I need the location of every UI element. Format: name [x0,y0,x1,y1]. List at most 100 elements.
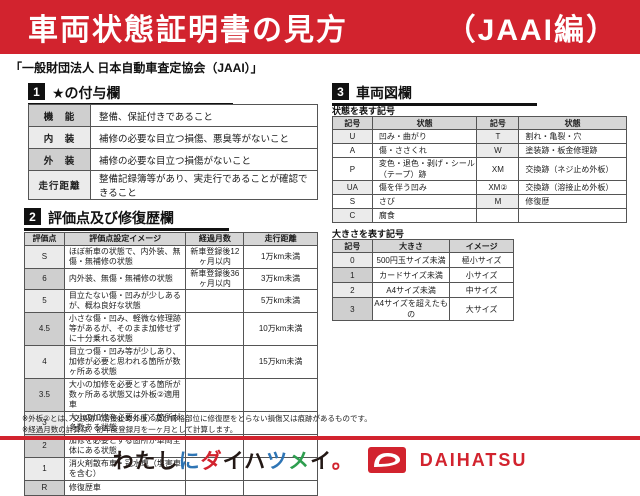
col-header: イメージ [449,239,514,253]
col-header: 大きさ [371,239,451,253]
criteria-label: 走行距離 [28,170,91,200]
size-cell: 500円玉サイズ未満 [371,252,451,268]
table-row: 4.5 小さな傷・凹み、軽微な修理跡等があるが、そのまま加修せずに十分乗れる状態… [24,312,318,346]
red-divider [0,436,640,440]
image-cell: 大サイズ [449,297,514,321]
symbol-cell: 1 [332,267,373,283]
state-symbols-label: 状態を表す記号 [332,106,396,116]
distance-cell [243,378,318,412]
symbol-cell: W [476,143,520,158]
score-cell: 4.5 [24,312,65,346]
table-row: 6 内外装、無傷・無補修の状態 新車登録後36ヶ月以内 3万km未満 [24,268,318,290]
state-cell: 傷・ささくれ [371,143,478,158]
criteria-desc: 補修の必要な目立つ損傷、悪臭等がないこと [90,126,318,149]
star-criteria-table: 機 能 整備、保証付きであること 内 装 補修の必要な目立つ損傷、悪臭等がないこ… [28,104,318,200]
symbol-cell: M [476,194,520,209]
section3-header: 3 車両図欄 [332,83,537,106]
section1-number-badge: 1 [28,83,45,100]
state-cell: 傷を伴う凹み [371,180,478,195]
symbol-cell: 2 [332,282,373,298]
section2-title: 評価点及び修復歴欄 [48,210,174,226]
size-cell: A4サイズを超えたもの [371,297,451,321]
symbol-cell: 3 [332,297,373,321]
score-cell: R [24,480,65,496]
section2-header: 2 評価点及び修復歴欄 [24,208,229,231]
table-row: UA 傷を伴う凹み XM② 交換跡（溶接止め外板） [332,180,627,195]
score-cell: 3.5 [24,378,65,412]
score-cell: S [24,245,65,269]
symbol-cell: P [332,157,373,181]
state-cell [518,208,627,223]
table-row: 4 目立つ傷・凹み等が少しあり、加修が必要と思われる箇所が数ヶ所ある状態 15万… [24,345,318,379]
desc-cell: 大小の加修を必要とする箇所が数ヶ所ある状態又は外板②適用車 [63,378,187,412]
criteria-desc: 補修の必要な目立つ損傷がないこと [90,148,318,171]
symbol-cell: A [332,143,373,158]
col-header: 状態 [371,116,478,130]
section1-title: ★の付与欄 [52,85,121,101]
table-row: C 腐食 [332,208,627,223]
state-cell: 交換跡（ネジ止め外板） [518,157,627,181]
col-header: 記号 [476,116,520,130]
footnote-line: ※外板②とは、交換跡（溶接止め外板）及び骨格部位に修復歴をとらない損傷又は痕跡が… [22,414,372,423]
table-row: 内 装 補修の必要な目立つ損傷、悪臭等がないこと [28,126,318,149]
symbol-cell [476,208,520,223]
table-row: 0 500円玉サイズ未満 極小サイズ [332,252,514,268]
state-cell: 凹み・曲がり [371,129,478,144]
table-row: 1 カードサイズ未満 小サイズ [332,267,514,283]
col-header: 走行距離 [243,232,318,246]
col-header: 状態 [518,116,627,130]
desc-cell: 内外装、無傷・無補修の状態 [63,268,187,290]
table-row: R 修復歴車 [24,480,318,496]
image-cell: 中サイズ [449,282,514,298]
size-symbols-label: 大きさを表す記号 [332,229,405,239]
desc-cell: ほぼ新車の状態で、内外装、無傷・無補修の状態 [63,245,187,269]
footnote-line: ※経過月数の計算は、初年度登録月を一ヶ月として計算します。 [22,424,238,434]
distance-cell: 3万km未満 [243,268,318,290]
col-header: 評価点設定イメージ [63,232,187,246]
table-row: P 変色・退色・剥げ・シール（テープ）跡 XM 交換跡（ネジ止め外板） [332,157,627,181]
months-cell: 新車登録後12ヶ月以内 [185,245,245,269]
table-row: 走行距離 整備記録簿等があり、実走行であることが確認できること [28,170,318,200]
symbol-cell: 0 [332,252,373,268]
score-cell: 6 [24,268,65,290]
symbol-cell: UA [332,180,373,195]
section2-number-badge: 2 [24,208,41,225]
criteria-label: 外 装 [28,148,91,171]
months-cell [185,480,245,496]
symbol-cell: U [332,129,373,144]
col-header: 経過月数 [185,232,245,246]
state-symbols-table: 記号 状態 記号 状態 U 凹み・曲がり T 割れ・亀裂・穴 A 傷・ささくれ … [332,116,627,223]
distance-cell: 5万km未満 [243,289,318,313]
credit-line: 「一般財団法人 日本自動車査定協会（JAAI）」 [10,61,263,75]
criteria-desc: 整備記録簿等があり、実走行であることが確認できること [90,170,318,200]
daihatsu-logo-icon [367,447,406,473]
state-cell: さび [371,194,478,209]
symbol-cell: XM② [476,180,520,195]
section1-header: 1 ★の付与欄 [28,83,233,106]
state-cell: 修復歴 [518,194,627,209]
desc-cell: 小さな傷・凹み、軽微な修理跡等があるが、そのまま加修せずに十分乗れる状態 [63,312,187,346]
image-cell: 小サイズ [449,267,514,283]
table-row: 機 能 整備、保証付きであること [28,104,318,127]
criteria-label: 内 装 [28,126,91,149]
size-symbols-table: 記号 大きさ イメージ 0 500円玉サイズ未満 極小サイズ 1 カードサイズ未… [332,239,514,321]
symbol-cell: S [332,194,373,209]
footer: わたしにダイハツメイ。 DAIHATSU [0,444,640,476]
distance-cell: 1万km未満 [243,245,318,269]
symbol-cell: T [476,129,520,144]
state-cell: 割れ・亀裂・穴 [518,129,627,144]
size-cell: A4サイズ未満 [371,282,451,298]
state-cell: 塗装跡・板金修理跡 [518,143,627,158]
col-header: 記号 [332,116,373,130]
distance-cell: 10万km未満 [243,312,318,346]
score-cell: 4 [24,345,65,379]
header-banner: 車両状態証明書の見方 （JAAI編） [0,0,640,54]
slogan-text: わたしにダイハツメイ。 [112,450,354,473]
criteria-desc: 整備、保証付きであること [90,104,318,127]
col-header: 評価点 [24,232,65,246]
brand-wordmark: DAIHATSU [419,449,528,470]
section3-number-badge: 3 [332,83,349,100]
footnotes: ※外板②とは、交換跡（溶接止め外板）及び骨格部位に修復歴をとらない損傷又は痕跡が… [22,414,372,436]
state-cell: 交換跡（溶接止め外板） [518,180,627,195]
symbol-cell: C [332,208,373,223]
